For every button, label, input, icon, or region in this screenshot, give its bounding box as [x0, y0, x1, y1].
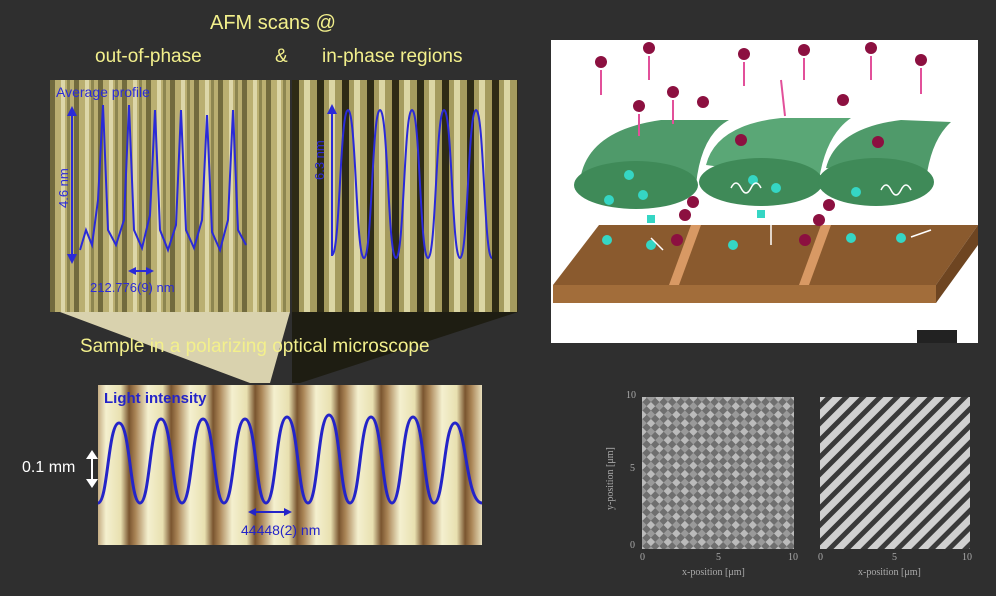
afm-in-phase-image: [292, 80, 518, 312]
substrate-stripe-b: [799, 225, 831, 285]
y-tick-bottom: 0: [630, 540, 635, 551]
scale-arrow: [86, 450, 98, 488]
x-tick-right-10: 10: [962, 552, 972, 563]
afm-out-of-phase-image: [50, 80, 290, 312]
average-profile-label: Average profile: [56, 84, 150, 100]
in-phase-profile-curve: [331, 108, 493, 260]
particles: [595, 42, 927, 246]
afm-right-height-label: 6.3 nm: [312, 140, 327, 180]
x-axis-label-right: x-position [μm]: [858, 567, 921, 578]
optical-arrow-right-icon: [284, 508, 292, 516]
x-tick-left-5: 5: [716, 552, 721, 563]
ampersand-title: &: [275, 46, 288, 67]
optical-arrow-left-icon: [248, 508, 256, 516]
optical-period-label: 44448(2) nm: [241, 522, 321, 538]
in-phase-title: in-phase regions: [322, 46, 463, 67]
scan-right-image: [820, 397, 970, 549]
deposition-schematic: [551, 40, 978, 343]
y-axis-label: y-position [μm]: [605, 447, 616, 510]
scale-bar: [917, 330, 957, 343]
x-tick-left-0: 0: [640, 552, 645, 563]
right-funnel: [292, 312, 518, 383]
period-arrow-right-icon: [146, 267, 154, 275]
afm-left-height-label: 4.6 nm: [56, 168, 71, 208]
y-tick-top: 10: [626, 390, 636, 401]
scale-arrow-up-icon: [86, 450, 98, 459]
left-funnel: [60, 312, 290, 383]
period-arrow-left-icon: [128, 267, 136, 275]
scan-plots: [642, 397, 970, 549]
in-phase-arrow-up-icon: [327, 104, 337, 114]
afm-title: AFM scans @: [210, 12, 336, 34]
light-intensity-label: Light intensity: [104, 390, 207, 407]
x-axis-label-left: x-position [μm]: [682, 567, 745, 578]
optical-microscope-image: [98, 385, 482, 545]
scale-label: 0.1 mm: [22, 459, 76, 476]
mask-cylinders: [574, 118, 951, 209]
x-tick-right-5: 5: [892, 552, 897, 563]
light-intensity-curve: [98, 413, 482, 505]
y-tick-mid: 5: [630, 463, 635, 474]
polarizing-caption: Sample in a polarizing optical microscop…: [80, 336, 430, 357]
scale-arrow-down-icon: [86, 479, 98, 488]
height-arrow-up-icon: [67, 106, 77, 116]
atom-paths: [650, 182, 932, 251]
x-tick-left-10: 10: [788, 552, 798, 563]
height-arrow-down-icon: [67, 254, 77, 264]
substrate-top: [553, 225, 978, 285]
afm-left-period-label: 212.776(9) nm: [90, 280, 175, 295]
x-tick-right-0: 0: [818, 552, 823, 563]
substrate-stripe-a: [669, 225, 701, 285]
particle-arrows: [600, 56, 922, 136]
substrate-front: [553, 285, 936, 303]
out-of-phase-title: out-of-phase: [95, 46, 202, 67]
substrate-side: [936, 225, 978, 303]
scan-left-image: [642, 397, 794, 549]
average-profile-curve: [79, 104, 247, 253]
